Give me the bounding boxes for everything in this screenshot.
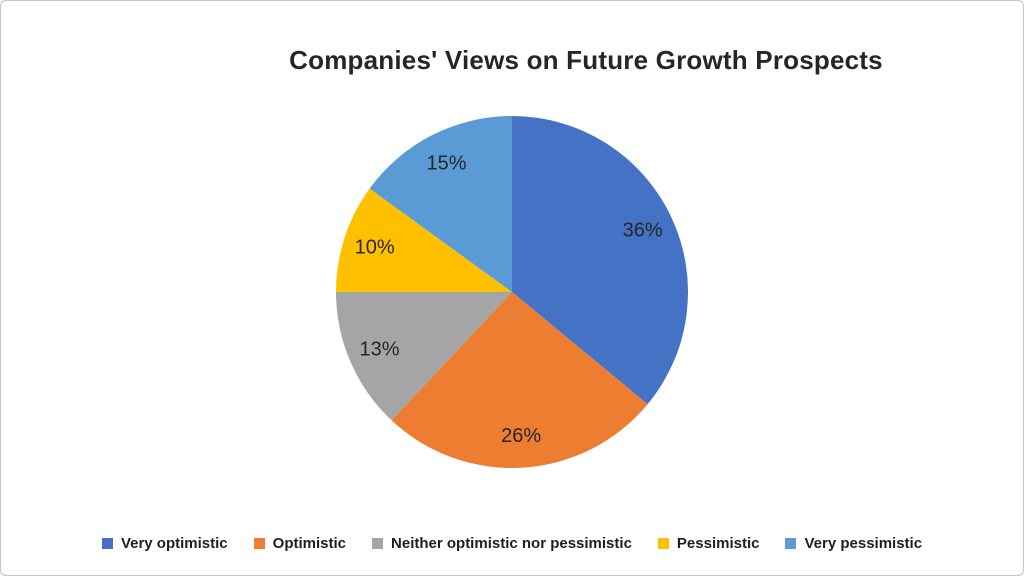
legend-item-very-pessimistic: Very pessimistic bbox=[785, 535, 922, 552]
pie-data-label-very-optimistic: 36% bbox=[623, 220, 663, 242]
pie-data-label-pessimistic: 10% bbox=[355, 236, 395, 258]
pie-data-label-optimistic: 26% bbox=[501, 425, 541, 447]
legend-item-neither-optimistic-nor-pessimistic: Neither optimistic nor pessimistic bbox=[372, 535, 632, 552]
pie-slice-very-pessimistic bbox=[369, 116, 512, 292]
legend-swatch-icon bbox=[785, 537, 797, 549]
chart-legend: Very optimistic Optimistic Neither optimis… bbox=[1, 530, 1023, 556]
legend-label-very-pessimistic: Very pessimistic bbox=[804, 534, 923, 552]
legend-swatch-icon bbox=[253, 537, 265, 549]
pie-slice-very-optimistic bbox=[512, 115, 689, 405]
pie-slice-pessimistic bbox=[336, 188, 512, 292]
pie-data-label-neither-optimistic-nor-pessimistic: 13% bbox=[359, 338, 399, 360]
legend-swatch-icon bbox=[101, 537, 113, 549]
pie-slice-neither-optimistic-nor-pessimistic bbox=[336, 292, 512, 421]
legend-label-neither-optimistic-nor-pessimistic: Neither optimistic nor pessimistic bbox=[391, 534, 632, 552]
legend-item-very-optimistic: Very optimistic bbox=[101, 534, 228, 552]
legend-item-pessimistic: Pessimistic bbox=[657, 534, 760, 552]
pie-data-label-very-pessimistic: 15% bbox=[426, 152, 466, 174]
legend-label-pessimistic: Pessimistic bbox=[676, 534, 760, 552]
legend-label-very-optimistic: Very optimistic bbox=[120, 534, 228, 552]
legend-swatch-icon bbox=[372, 537, 384, 549]
pie-slice-optimistic bbox=[391, 292, 648, 469]
legend-label-optimistic: Optimistic bbox=[272, 534, 347, 552]
chart-title: Companies' Views on Future Growth Prospe… bbox=[289, 45, 883, 75]
legend-item-optimistic: Optimistic bbox=[253, 534, 347, 552]
legend-swatch-icon bbox=[657, 537, 669, 549]
